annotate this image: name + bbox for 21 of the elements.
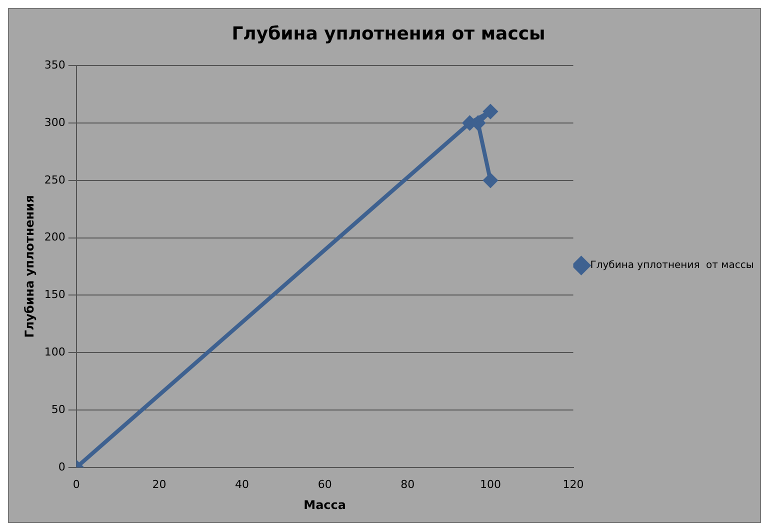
y-tick-label: 350 [44,58,66,72]
y-tick-label: 0 [58,460,66,474]
y-tick-label: 250 [44,173,66,186]
x-tick-label: 120 [562,478,584,491]
y-tick-label: 50 [51,402,66,416]
chart-title: Глубина уплотнения от массы [232,23,546,44]
x-tick-label: 40 [235,478,250,491]
y-tick-label: 150 [44,288,66,302]
y-tick-label: 300 [44,116,66,129]
legend-label: Глубина уплотнения от массы [590,260,754,272]
y-tick-label: 200 [44,230,66,244]
x-tick-label: 80 [400,478,415,491]
x-tick-label: 60 [318,478,332,491]
y-tick-label: 100 [44,345,66,358]
y-axis-title: Глубина уплотнения [22,195,36,338]
x-axis-title: Масса [304,498,346,512]
x-tick-label: 20 [152,478,166,491]
point [483,173,498,188]
point [483,104,498,119]
x-tick-label: 100 [480,478,501,491]
x-tick-label: 0 [72,478,80,491]
